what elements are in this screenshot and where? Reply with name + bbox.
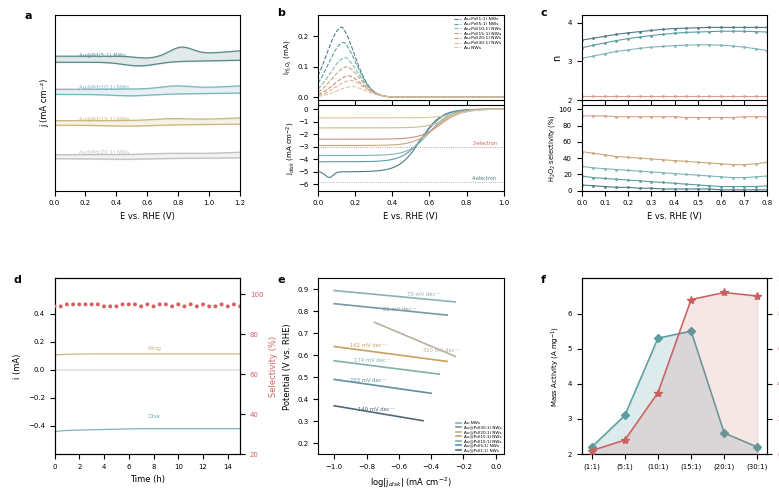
Point [92, 300, 104, 308]
Point [73, 300, 86, 308]
Point [203, 302, 216, 310]
Point [129, 300, 141, 308]
Legend: Au:Pd(1:1) NWs, Au:Pd(5:1) NWs, Au:Pd(10:1) NWs, Au:Pd(15:1) NWs, Au:Pd(20:1) NW: Au:Pd(1:1) NWs, Au:Pd(5:1) NWs, Au:Pd(10… [454, 17, 502, 50]
Y-axis label: j$_{disk}$ (mA cm$^{-2}$): j$_{disk}$ (mA cm$^{-2}$) [284, 121, 297, 175]
Point [110, 302, 122, 310]
Point [86, 300, 98, 308]
Point [221, 302, 234, 310]
Text: d: d [14, 275, 22, 285]
Point [215, 300, 227, 308]
Text: 203 mV dec⁻¹: 203 mV dec⁻¹ [351, 378, 386, 383]
Text: e: e [277, 275, 285, 285]
Text: Ring: Ring [147, 346, 161, 351]
Point [48, 302, 61, 310]
Y-axis label: j (mA cm⁻²): j (mA cm⁻²) [40, 79, 49, 127]
Point [185, 300, 197, 308]
Point [61, 300, 73, 308]
Point [166, 302, 178, 310]
Text: 4-electron: 4-electron [472, 176, 497, 181]
Point [104, 302, 116, 310]
Point [55, 302, 67, 310]
Y-axis label: I$_{H_2O_2}$ (mA): I$_{H_2O_2}$ (mA) [284, 40, 294, 75]
Text: Au@Pd(20:1) NWs: Au@Pd(20:1) NWs [79, 150, 129, 155]
Point [67, 300, 79, 308]
Text: 70 mV dec⁻¹: 70 mV dec⁻¹ [407, 292, 440, 297]
Y-axis label: n: n [552, 54, 562, 61]
X-axis label: log|j$_{disk}$| (mA cm$^{-2}$): log|j$_{disk}$| (mA cm$^{-2}$) [370, 476, 452, 490]
Point [116, 300, 129, 308]
Y-axis label: H$_2$O$_2$ selectivity (%): H$_2$O$_2$ selectivity (%) [547, 114, 557, 182]
Point [135, 302, 147, 310]
Point [178, 302, 191, 310]
Point [191, 302, 203, 310]
Y-axis label: i (mA): i (mA) [13, 354, 23, 379]
Text: c: c [541, 8, 548, 18]
Text: Disk: Disk [147, 414, 161, 419]
Text: Au@Pd(10:1) NWs: Au@Pd(10:1) NWs [79, 85, 129, 90]
Point [210, 302, 222, 310]
Point [172, 300, 185, 308]
Legend: Au NWs, Au@Pd(30:1) NWs, Au@Pd(20:1) NWs, Au@Pd(15:1) NWs, Au@Pd(10:1) NWs, Au@P: Au NWs, Au@Pd(30:1) NWs, Au@Pd(20:1) NWs… [456, 421, 502, 452]
Point [160, 300, 172, 308]
Text: b: b [277, 8, 285, 18]
Text: 2-electron: 2-electron [472, 141, 497, 146]
Text: a: a [25, 11, 33, 21]
Text: Au@Pd(15:1) NWs: Au@Pd(15:1) NWs [79, 116, 129, 122]
Text: 174 mV dec⁻¹: 174 mV dec⁻¹ [354, 358, 390, 363]
Point [234, 302, 246, 310]
X-axis label: E vs. RHE (V): E vs. RHE (V) [120, 212, 174, 221]
Text: 86 mV dec⁻¹: 86 mV dec⁻¹ [382, 307, 416, 312]
Point [79, 300, 92, 308]
Text: 149 mV dec⁻¹: 149 mV dec⁻¹ [358, 407, 395, 412]
Point [98, 302, 111, 310]
X-axis label: E vs. RHE (V): E vs. RHE (V) [383, 212, 439, 221]
Text: Au@Pd(5:1) NWs: Au@Pd(5:1) NWs [79, 53, 126, 58]
X-axis label: Time (h): Time (h) [130, 476, 165, 485]
Point [197, 300, 210, 308]
Y-axis label: Mass Activity (A mg$^{-1}$): Mass Activity (A mg$^{-1}$) [550, 326, 562, 407]
Y-axis label: Potential (V vs. RHE): Potential (V vs. RHE) [283, 323, 291, 410]
X-axis label: E vs. RHE (V): E vs. RHE (V) [647, 212, 702, 221]
Text: 310 mV dec⁻¹: 310 mV dec⁻¹ [423, 348, 460, 353]
Point [141, 300, 153, 308]
Point [147, 302, 160, 310]
Text: 162 mV dec⁻¹: 162 mV dec⁻¹ [351, 343, 387, 348]
Text: f: f [541, 275, 546, 285]
Point [227, 300, 240, 308]
Y-axis label: Selectivity (%): Selectivity (%) [269, 336, 278, 397]
Point [153, 300, 166, 308]
Point [122, 300, 135, 308]
